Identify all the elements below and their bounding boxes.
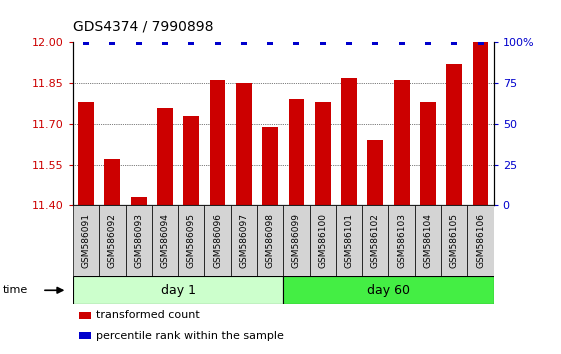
Text: transformed count: transformed count (96, 310, 200, 320)
Bar (283, 276, 494, 304)
Text: GSM586095: GSM586095 (187, 213, 196, 268)
Bar (441, 205, 467, 276)
Bar (210, 80, 226, 205)
Text: GSM586098: GSM586098 (266, 213, 275, 268)
Bar (315, 102, 330, 205)
Bar (131, 197, 146, 205)
Text: GSM586106: GSM586106 (476, 213, 485, 268)
Bar (178, 205, 204, 276)
Bar (341, 78, 357, 205)
Bar (73, 205, 99, 276)
Text: day 1: day 1 (160, 284, 196, 297)
Bar (467, 205, 494, 276)
Bar (362, 205, 388, 276)
Bar (126, 205, 152, 276)
Bar (367, 140, 383, 205)
Bar (73, 276, 283, 304)
Bar (152, 205, 178, 276)
Bar (99, 205, 126, 276)
Bar (257, 205, 283, 276)
Text: GSM586101: GSM586101 (344, 213, 353, 268)
Bar (236, 83, 252, 205)
Text: GSM586096: GSM586096 (213, 213, 222, 268)
Text: day 60: day 60 (367, 284, 410, 297)
Text: GSM586102: GSM586102 (371, 213, 380, 268)
Bar (157, 108, 173, 205)
Bar (78, 102, 94, 205)
Text: GSM586092: GSM586092 (108, 213, 117, 268)
Bar (447, 64, 462, 205)
Bar (472, 42, 489, 205)
Bar (415, 205, 441, 276)
Text: GSM586094: GSM586094 (160, 213, 169, 268)
Text: GSM586100: GSM586100 (318, 213, 327, 268)
Bar (388, 205, 415, 276)
Text: GSM586103: GSM586103 (397, 213, 406, 268)
Bar (104, 159, 120, 205)
Text: GSM586097: GSM586097 (240, 213, 249, 268)
Bar (231, 205, 257, 276)
Bar (283, 205, 310, 276)
Text: GSM586104: GSM586104 (424, 213, 433, 268)
Text: percentile rank within the sample: percentile rank within the sample (96, 331, 284, 341)
Bar (420, 102, 436, 205)
Bar (394, 80, 410, 205)
Bar (204, 205, 231, 276)
Text: GSM586105: GSM586105 (450, 213, 459, 268)
Bar (336, 205, 362, 276)
Text: GSM586091: GSM586091 (81, 213, 90, 268)
Bar (263, 127, 278, 205)
Bar (288, 99, 304, 205)
Text: time: time (3, 285, 28, 295)
Text: GDS4374 / 7990898: GDS4374 / 7990898 (73, 19, 213, 34)
Bar (183, 116, 199, 205)
Text: GSM586099: GSM586099 (292, 213, 301, 268)
Bar (310, 205, 336, 276)
Text: GSM586093: GSM586093 (134, 213, 143, 268)
